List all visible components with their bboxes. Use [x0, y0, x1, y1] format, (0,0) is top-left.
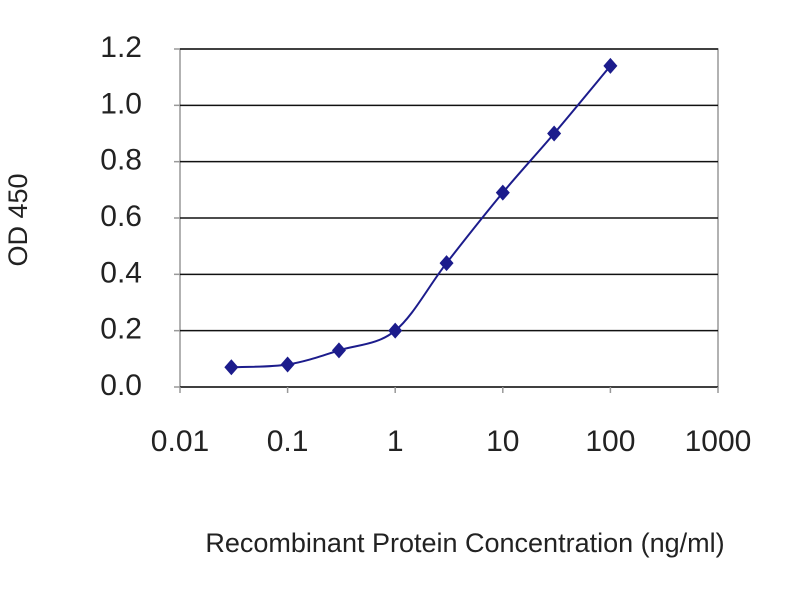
x-tick-label: 1000 — [685, 425, 752, 458]
y-tick-label: 0.2 — [100, 313, 142, 346]
x-tick-label: 0.01 — [151, 425, 209, 458]
y-tick-label: 1.2 — [100, 31, 142, 64]
series-line — [231, 65, 612, 369]
x-tick-label: 1 — [387, 425, 404, 458]
y-tick-label: 0.4 — [100, 256, 142, 289]
y-tick-label: 0.6 — [100, 200, 142, 233]
y-tick-label: 0.0 — [100, 369, 142, 402]
marker — [547, 125, 562, 142]
marker — [280, 356, 295, 373]
y-tick-label: 1.0 — [100, 87, 142, 120]
marker — [331, 342, 346, 359]
x-tick-label: 0.1 — [267, 425, 309, 458]
x-tick-label: 100 — [585, 425, 635, 458]
y-axis-title: OD 450 — [3, 173, 33, 266]
marker — [388, 322, 403, 339]
marker — [603, 57, 618, 74]
y-tick-label: 0.8 — [100, 144, 142, 177]
x-axis-title: Recombinant Protein Concentration (ng/ml… — [205, 528, 724, 558]
marker — [224, 359, 239, 376]
marker — [439, 255, 454, 272]
marker — [495, 184, 510, 201]
x-tick-label: 10 — [486, 425, 519, 458]
